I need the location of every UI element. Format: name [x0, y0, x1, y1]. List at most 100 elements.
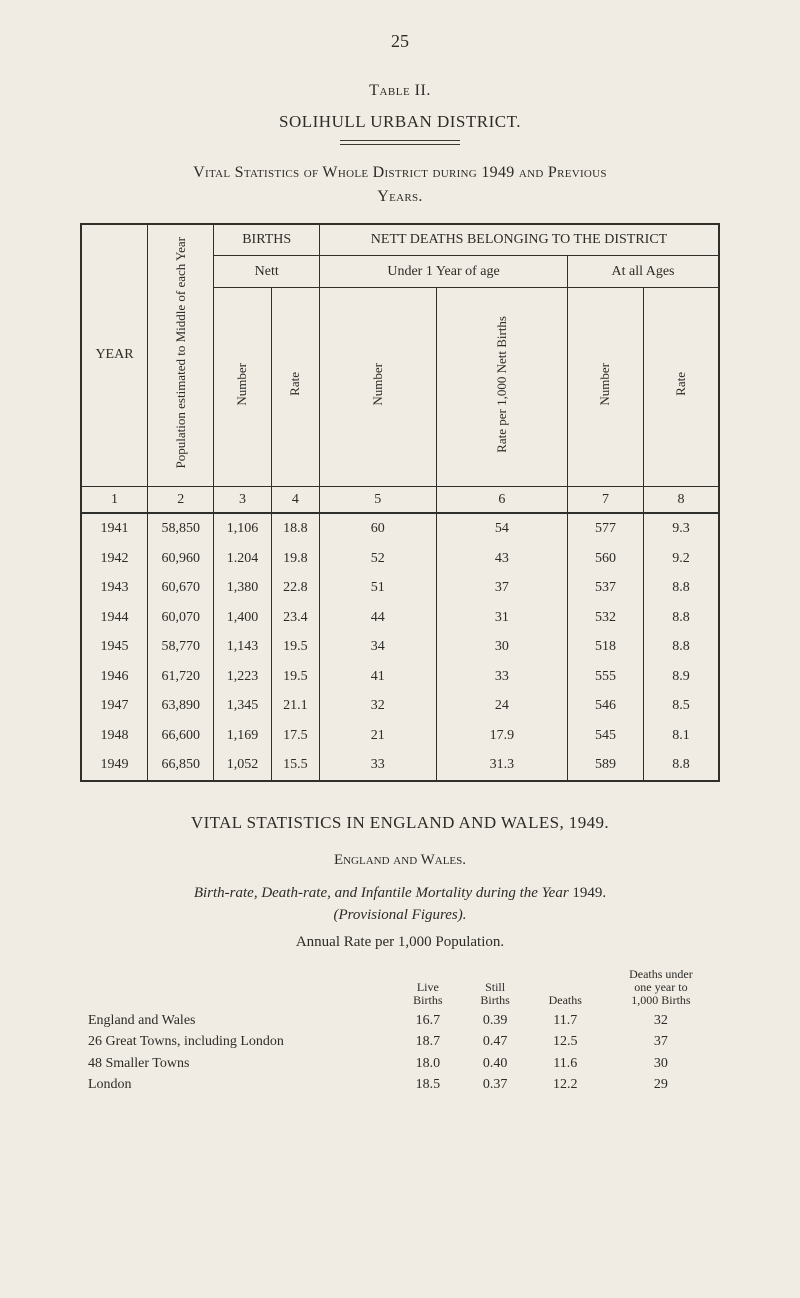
table-cell: 577 — [568, 513, 644, 544]
table-cell: 1,345 — [214, 691, 271, 721]
col-u1-rate: Rate per 1,000 Nett Births — [492, 308, 512, 461]
table-cell: 1947 — [81, 691, 148, 721]
table-row: 194558,7701,14319.534305188.8 — [81, 632, 719, 662]
table-row: London18.50.3712.229 — [80, 1074, 720, 1096]
table-cell: 66,600 — [148, 721, 214, 751]
col-b-number: Number — [232, 355, 252, 414]
table-cell: 11.6 — [529, 1053, 602, 1075]
table-row: 194460,0701,40023.444315328.8 — [81, 603, 719, 633]
table-cell: 43 — [436, 544, 567, 574]
table-cell: 31 — [436, 603, 567, 633]
table-cell: 1943 — [81, 573, 148, 603]
page-container: 25 Table II. SOLIHULL URBAN DISTRICT. Vi… — [0, 0, 800, 1298]
table-cell: 58,850 — [148, 513, 214, 544]
table-row: 194661,7201,22319.541335558.9 — [81, 662, 719, 692]
col-births: BIRTHS — [214, 224, 320, 256]
table-cell: 1,380 — [214, 573, 271, 603]
colnum-1: 1 — [81, 486, 148, 513]
table-cell: 18.7 — [394, 1031, 461, 1053]
table-cell: 63,890 — [148, 691, 214, 721]
table-cell: 560 — [568, 544, 644, 574]
table-cell: 0.40 — [461, 1053, 528, 1075]
colnum-8: 8 — [643, 486, 719, 513]
rates-col-deaths-under: Deaths under one year to 1,000 Births — [602, 966, 720, 1010]
table-cell: 9.3 — [643, 513, 719, 544]
table-cell: 1,400 — [214, 603, 271, 633]
table-cell: 34 — [320, 632, 437, 662]
table-cell: 0.39 — [461, 1010, 528, 1032]
table-label: Table II. — [60, 81, 740, 101]
table-row: England and Wales16.70.3911.732 — [80, 1010, 720, 1032]
table-cell: 18.5 — [394, 1074, 461, 1096]
table-cell: 532 — [568, 603, 644, 633]
birth-rate-para-year: 1949. — [572, 885, 606, 901]
table-cell: 1942 — [81, 544, 148, 574]
table-cell: 17.5 — [271, 721, 319, 751]
district-title: SOLIHULL URBAN DISTRICT. — [60, 111, 740, 132]
table-cell: 545 — [568, 721, 644, 751]
table-cell: 66,850 — [148, 750, 214, 781]
rates-row-label: London — [80, 1074, 394, 1096]
vital-stats-title-line1: Vital Statistics of Whole District durin… — [60, 163, 740, 183]
table-cell: 21.1 — [271, 691, 319, 721]
table-row: 194763,8901,34521.132245468.5 — [81, 691, 719, 721]
col-nett: Nett — [214, 256, 320, 287]
table-cell: 54 — [436, 513, 567, 544]
table-cell: 41 — [320, 662, 437, 692]
colnum-2: 2 — [148, 486, 214, 513]
table-cell: 0.47 — [461, 1031, 528, 1053]
table-cell: 9.2 — [643, 544, 719, 574]
table-cell: 60,070 — [148, 603, 214, 633]
table-cell: 60 — [320, 513, 437, 544]
table-cell: 33 — [320, 750, 437, 781]
col-all-rate: Rate — [671, 364, 691, 404]
col-all-ages: At all Ages — [568, 256, 719, 287]
table-cell: 1,169 — [214, 721, 271, 751]
england-wales-heading: England and Wales. — [60, 851, 740, 870]
table-cell: 24 — [436, 691, 567, 721]
col-population: Population estimated to Middle of each Y… — [171, 229, 191, 476]
table-cell: 8.5 — [643, 691, 719, 721]
table-cell: 1,106 — [214, 513, 271, 544]
table-cell: 60,670 — [148, 573, 214, 603]
table-cell: 30 — [436, 632, 567, 662]
provisional-figures: (Provisional Figures). — [70, 906, 730, 925]
vital-stats-title-line2: Years. — [60, 187, 740, 207]
col-all-number: Number — [595, 355, 615, 414]
table-cell: 18.8 — [271, 513, 319, 544]
birth-rate-para-prefix: Birth-rate, Death-rate, and Infantile Mo… — [194, 885, 569, 901]
table-cell: 15.5 — [271, 750, 319, 781]
rates-row-label: 26 Great Towns, including London — [80, 1031, 394, 1053]
rates-col-blank — [80, 966, 394, 1010]
col-year: YEAR — [95, 347, 133, 362]
table-cell: 58,770 — [148, 632, 214, 662]
rates-row-label: 48 Smaller Towns — [80, 1053, 394, 1075]
table-cell: 12.5 — [529, 1031, 602, 1053]
table-cell: 518 — [568, 632, 644, 662]
table-cell: 16.7 — [394, 1010, 461, 1032]
table-cell: 8.1 — [643, 721, 719, 751]
table-cell: 0.37 — [461, 1074, 528, 1096]
divider-rule — [340, 140, 460, 145]
table-row: 194158,8501,10618.860545779.3 — [81, 513, 719, 544]
table-cell: 19.5 — [271, 632, 319, 662]
section2-title: VITAL STATISTICS IN ENGLAND AND WALES, 1… — [60, 812, 740, 833]
table-cell: 1944 — [81, 603, 148, 633]
table-cell: 22.8 — [271, 573, 319, 603]
table-cell: 32 — [320, 691, 437, 721]
rates-col-live: Live Births — [394, 966, 461, 1010]
table-cell: 19.8 — [271, 544, 319, 574]
table-cell: 537 — [568, 573, 644, 603]
table-cell: 32 — [602, 1010, 720, 1032]
table-cell: 51 — [320, 573, 437, 603]
table-cell: 21 — [320, 721, 437, 751]
table-cell: 31.3 — [436, 750, 567, 781]
table-cell: 1941 — [81, 513, 148, 544]
rates-table: Live Births Still Births Deaths Deaths u… — [80, 966, 720, 1096]
col-u1-number: Number — [368, 355, 388, 414]
table-cell: 8.8 — [643, 750, 719, 781]
table-cell: 555 — [568, 662, 644, 692]
table-row: 194966,8501,05215.53331.35898.8 — [81, 750, 719, 781]
table-cell: 17.9 — [436, 721, 567, 751]
col-nett-deaths: NETT DEATHS BELONGING TO THE DISTRICT — [320, 224, 719, 256]
